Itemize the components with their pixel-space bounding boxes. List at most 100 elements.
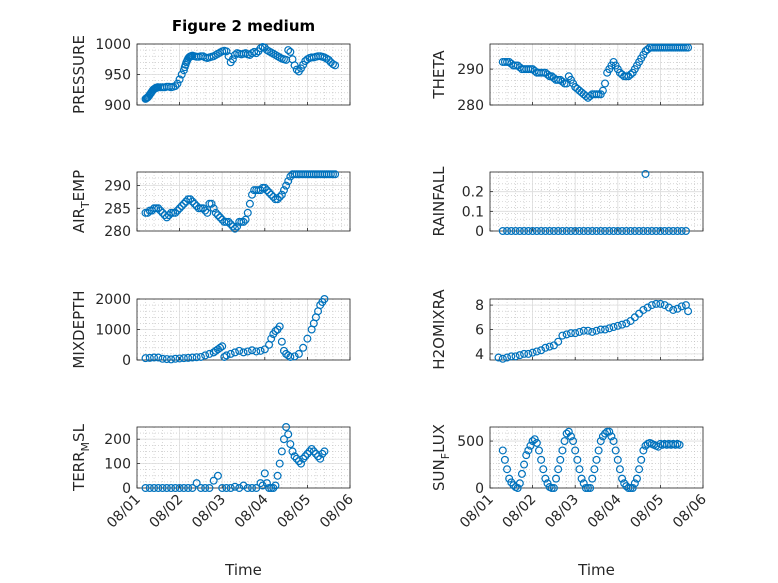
data-point xyxy=(331,61,340,70)
data-point xyxy=(537,455,546,464)
data-point xyxy=(622,319,631,328)
x-tick-label: 08/03 xyxy=(542,492,582,532)
data-point xyxy=(173,206,182,215)
data-point xyxy=(145,353,154,362)
data-point xyxy=(507,352,516,361)
data-point xyxy=(141,354,150,363)
data-point xyxy=(605,427,614,436)
data-point xyxy=(228,222,237,231)
data-point xyxy=(549,227,558,236)
data-point xyxy=(532,438,541,447)
data-point xyxy=(271,327,280,336)
x-tick-label: 08/05 xyxy=(274,492,314,532)
data-point xyxy=(184,195,193,204)
data-point xyxy=(675,440,684,449)
data-point xyxy=(248,190,257,199)
x-axis-label: Time xyxy=(224,561,262,579)
data-point xyxy=(539,465,548,474)
data-point xyxy=(537,346,546,355)
data-point xyxy=(532,347,541,356)
data-point xyxy=(571,227,580,236)
y-axis-label: MIXDEPTH xyxy=(70,290,88,368)
data-point xyxy=(252,347,261,356)
data-point xyxy=(184,484,193,493)
data-point xyxy=(583,93,592,102)
y-axis-label-subscript: F xyxy=(439,453,452,459)
data-point xyxy=(641,169,650,178)
data-point xyxy=(196,484,205,493)
data-point xyxy=(569,437,578,446)
data-point xyxy=(596,227,605,236)
data-point xyxy=(684,307,693,316)
data-point xyxy=(177,70,186,79)
data-point xyxy=(239,217,248,226)
data-point xyxy=(154,484,163,493)
y-axis-label-main: SUN xyxy=(430,459,448,491)
data-point xyxy=(205,484,214,493)
data-point xyxy=(188,353,197,362)
data-point xyxy=(592,227,601,236)
data-point xyxy=(520,227,529,236)
data-point xyxy=(239,348,248,357)
data-point xyxy=(256,346,265,355)
data-point xyxy=(566,227,575,236)
data-point xyxy=(192,479,201,488)
subplot-pressure: 900 950 1000 PRESSURE Figure 2 medium xyxy=(70,17,351,114)
data-point xyxy=(669,227,678,236)
data-point xyxy=(177,202,186,211)
data-point xyxy=(664,227,673,236)
data-point xyxy=(171,354,180,363)
data-point xyxy=(554,465,563,474)
data-point xyxy=(271,481,280,490)
y-tick-label: 100 xyxy=(104,457,131,473)
data-point xyxy=(592,455,601,464)
data-point xyxy=(275,192,284,201)
data-point xyxy=(545,342,554,351)
data-point xyxy=(179,354,188,363)
data-point xyxy=(613,227,622,236)
data-point xyxy=(277,190,286,199)
data-point xyxy=(169,208,178,217)
data-point xyxy=(635,227,644,236)
data-point xyxy=(171,82,180,91)
data-point xyxy=(284,46,293,55)
data-point xyxy=(252,49,261,58)
data-point xyxy=(596,437,605,446)
data-point xyxy=(598,86,607,95)
data-point xyxy=(290,61,299,70)
data-point xyxy=(543,70,552,79)
data-point xyxy=(566,329,575,338)
data-point xyxy=(269,484,278,493)
data-point xyxy=(328,170,337,179)
data-point xyxy=(647,301,656,310)
data-point xyxy=(294,349,303,358)
data-point xyxy=(545,72,554,81)
data-point xyxy=(643,227,652,236)
data-point xyxy=(673,304,682,313)
data-point xyxy=(639,446,648,455)
data-point xyxy=(652,299,661,308)
data-point xyxy=(562,330,571,339)
data-point xyxy=(175,204,184,213)
data-point xyxy=(637,455,646,464)
data-point xyxy=(564,427,573,436)
data-point xyxy=(560,79,569,88)
axes-box xyxy=(489,426,704,489)
data-point xyxy=(639,227,648,236)
data-point xyxy=(188,484,197,493)
data-point xyxy=(528,348,537,357)
y-axis-label-main: RAINFALL xyxy=(430,166,448,237)
y-axis-label-subscript: M xyxy=(79,442,92,452)
data-point xyxy=(158,484,167,493)
data-point xyxy=(277,447,286,456)
data-point xyxy=(681,227,690,236)
data-point xyxy=(154,353,163,362)
data-point xyxy=(562,227,571,236)
y-tick-label: 0.1 xyxy=(462,204,484,220)
data-point xyxy=(271,195,280,204)
data-point xyxy=(528,227,537,236)
x-tick-label: 08/03 xyxy=(189,492,229,532)
y-tick-label: 6 xyxy=(475,323,484,339)
data-point xyxy=(554,337,563,346)
